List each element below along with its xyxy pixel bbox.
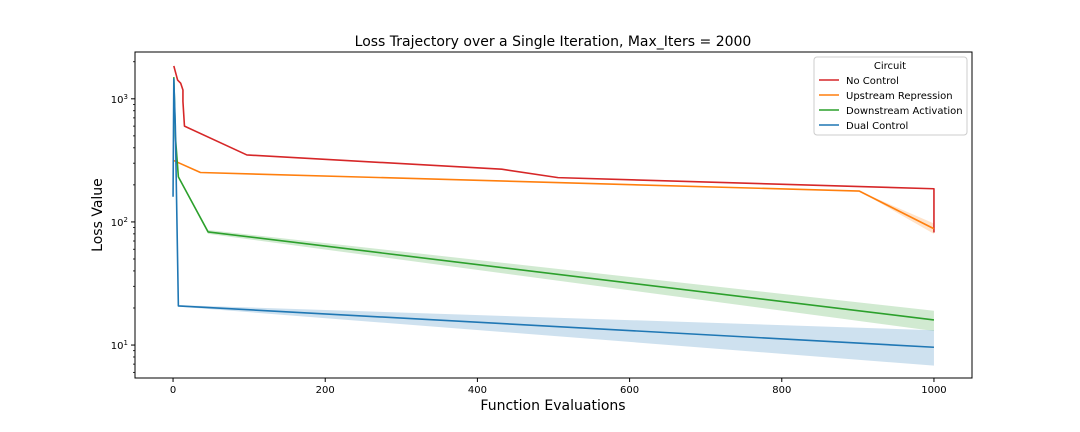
series-line-no-control	[173, 65, 935, 233]
legend-title: Circuit	[874, 61, 906, 72]
x-tick-label: 0	[170, 385, 176, 396]
legend-label-dual-control: Dual Control	[846, 121, 908, 132]
x-tick-label: 600	[620, 385, 639, 396]
x-tick-label: 400	[468, 385, 487, 396]
band-dual-control	[173, 78, 934, 366]
x-tick-label: 800	[772, 385, 791, 396]
plot-area-frame	[134, 51, 973, 379]
band-downstream-activation	[173, 77, 934, 332]
y-axis-label: Loss Value	[90, 178, 106, 252]
legend-box	[813, 56, 968, 136]
legend-label-upstream-repression: Upstream Repression	[846, 91, 953, 102]
series-line-dual-control	[172, 78, 934, 349]
series-lines	[172, 65, 935, 349]
legend: Circuit No Control Upstream Repression Dow…	[813, 56, 968, 136]
x-tick-label: 1000	[921, 385, 946, 396]
confidence-bands	[173, 65, 934, 366]
legend-label-downstream-activation: Downstream Activation	[846, 106, 963, 117]
legend-label-no-control: No Control	[846, 76, 899, 87]
chart-title: Loss Trajectory over a Single Iteration,…	[355, 34, 752, 50]
x-axis-label: Function Evaluations	[480, 398, 625, 414]
x-tick-label: 200	[316, 385, 335, 396]
x-axis-ticks: 0 200 400 600 800 1000	[170, 378, 947, 396]
